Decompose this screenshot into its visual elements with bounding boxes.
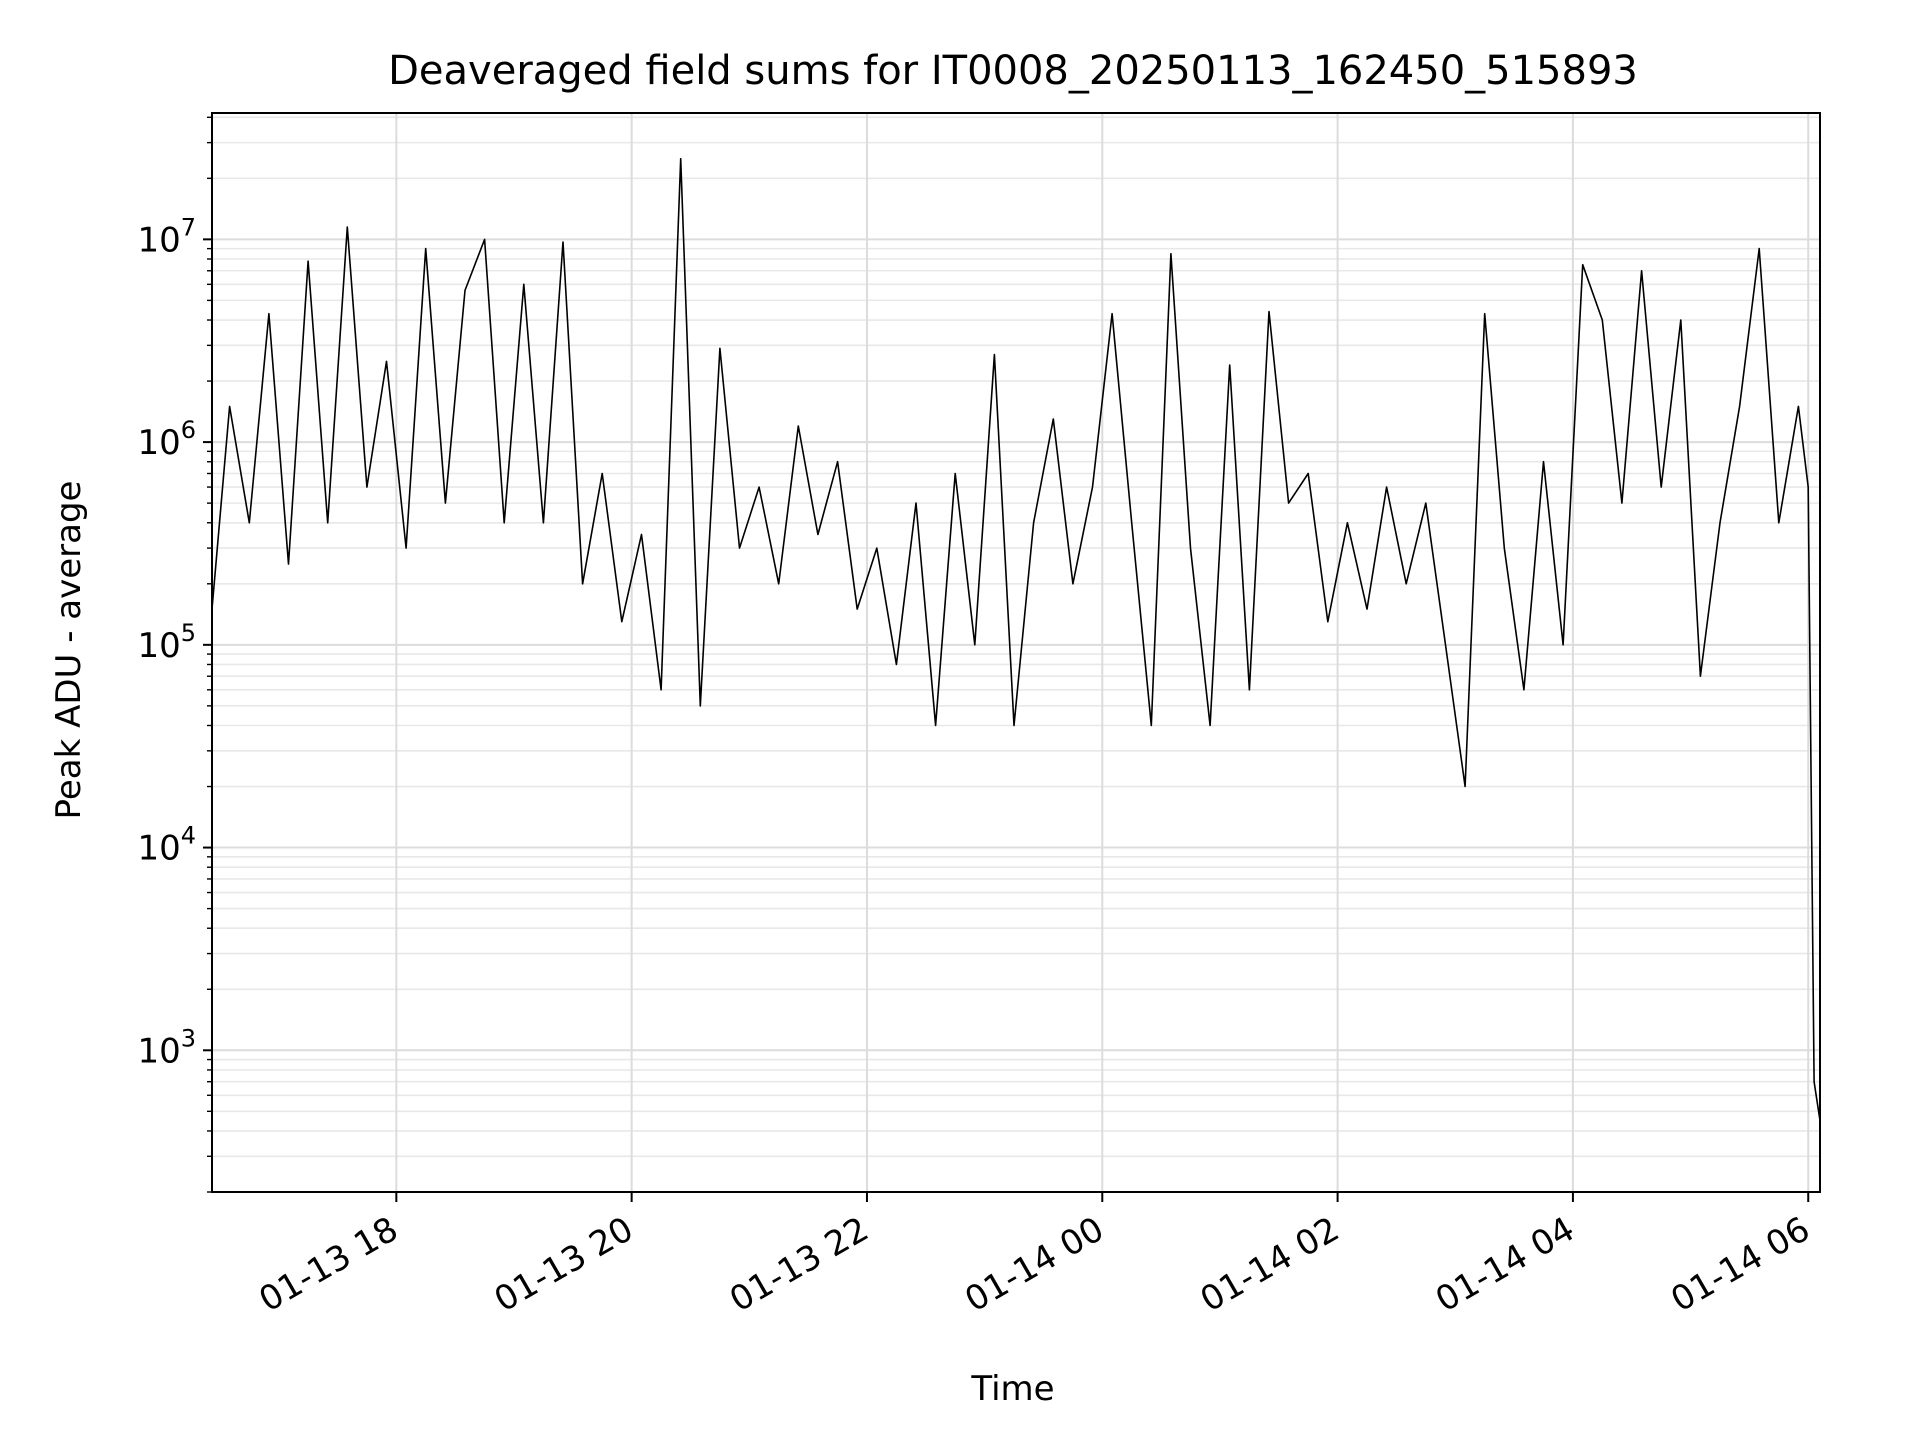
x-tick-label: 01-14 06 xyxy=(1664,1209,1816,1320)
x-tick-label: 01-13 22 xyxy=(723,1209,875,1320)
y-tick-label: 105 xyxy=(137,619,196,666)
chart-title: Deaveraged field sums for IT0008_2025011… xyxy=(388,48,1638,94)
axis-ticks: 103 104 105 106 107 01-13 18 01-13 20 01-13 22 0… xyxy=(137,116,1817,1320)
grid xyxy=(212,113,1820,1193)
x-axis-label: Time xyxy=(970,1369,1054,1409)
series-layer xyxy=(211,157,1821,1121)
y-tick-label: 107 xyxy=(137,213,196,260)
y-tick-label: 106 xyxy=(137,416,196,463)
x-tick-label: 01-13 18 xyxy=(252,1209,404,1320)
plot-frame xyxy=(211,112,1821,1193)
series-line xyxy=(211,157,1821,1121)
x-tick-label: 01-14 02 xyxy=(1194,1209,1346,1320)
x-tick-label: 01-14 00 xyxy=(958,1209,1110,1320)
y-axis-label: Peak ADU - average xyxy=(49,481,89,820)
x-tick-label: 01-13 20 xyxy=(488,1209,640,1320)
y-tick-label: 104 xyxy=(137,822,196,869)
x-tick-label: 01-14 04 xyxy=(1429,1209,1581,1320)
y-tick-label: 103 xyxy=(137,1024,196,1071)
